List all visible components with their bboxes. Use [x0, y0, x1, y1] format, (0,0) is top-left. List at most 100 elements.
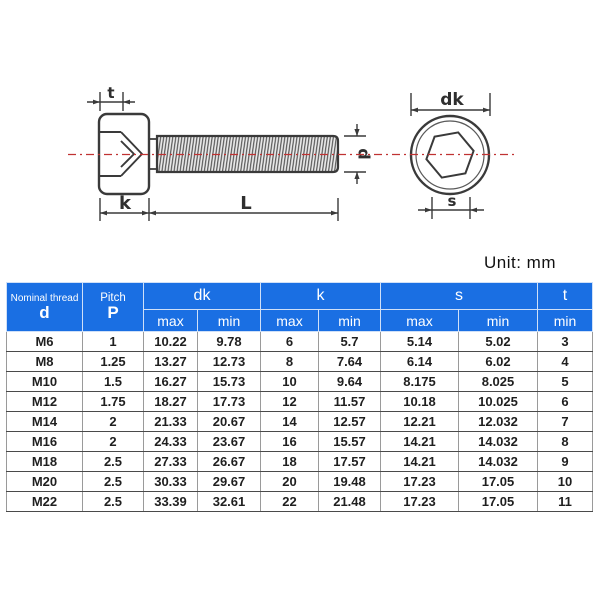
table-row: M16 2 24.33 23.67 16 15.57 14.21 14.032 8	[6, 431, 593, 452]
dim-label-k: k	[119, 193, 132, 214]
table-cell: 2.5	[82, 471, 144, 492]
table-cell: 12.57	[318, 411, 381, 432]
table-cell: 22	[260, 491, 319, 512]
table-cell: M16	[6, 431, 83, 452]
table-header-row-1: Nominal thread d Pitch P dk k s t	[6, 282, 593, 332]
unit-label: Unit: mm	[484, 253, 556, 272]
screw-thread	[155, 134, 340, 174]
header-group-t: t	[537, 282, 593, 310]
dimension-table: Nominal thread d Pitch P dk k s t max mi…	[6, 282, 593, 512]
table-row: M22 2.5 33.39 32.61 22 21.48 17.23 17.05 11	[6, 491, 593, 512]
header-group-s: s	[380, 282, 538, 310]
table-cell: 10.025	[458, 391, 538, 412]
header-group-dk: dk	[143, 282, 261, 310]
table-cell: 14	[260, 411, 319, 432]
header-dk-min: min	[197, 309, 261, 332]
table-cell: 17.05	[458, 471, 538, 492]
table-cell: 9.78	[197, 331, 261, 352]
table-cell: 14.032	[458, 451, 538, 472]
table-cell: M14	[6, 411, 83, 432]
table-cell: M22	[6, 491, 83, 512]
table-cell: 14.21	[380, 431, 459, 452]
table-cell: 2.5	[82, 451, 144, 472]
dim-d	[344, 124, 366, 184]
table-row: M18 2.5 27.33 26.67 18 17.57 14.21 14.032 9	[6, 451, 593, 472]
table-cell: 15.73	[197, 371, 261, 392]
table-body: M6 1 10.22 9.78 6 5.7 5.14 5.02 3 M8 1.25 13.27 12.7…	[6, 331, 593, 512]
table-cell: 27.33	[143, 451, 198, 472]
table-cell: 20	[260, 471, 319, 492]
header-pitch: Pitch P	[82, 282, 144, 332]
table-cell: 12.21	[380, 411, 459, 432]
table-cell: 8.175	[380, 371, 459, 392]
table-cell: M6	[6, 331, 83, 352]
dim-label-s: s	[448, 192, 457, 210]
table-cell: 2.5	[82, 491, 144, 512]
table-cell: 9	[537, 451, 593, 472]
table-cell: 4	[537, 351, 593, 372]
table-cell: M8	[6, 351, 83, 372]
table-cell: 24.33	[143, 431, 198, 452]
table-cell: 1.5	[82, 371, 144, 392]
table-cell: 18.27	[143, 391, 198, 412]
table-cell: 15.57	[318, 431, 381, 452]
header-k-min: min	[318, 309, 381, 332]
dim-s	[418, 197, 484, 219]
table-row: M6 1 10.22 9.78 6 5.7 5.14 5.02 3	[6, 331, 593, 352]
table-cell: 17.23	[380, 491, 459, 512]
dim-label-L: L	[240, 193, 251, 214]
table-cell: M20	[6, 471, 83, 492]
table-row: M10 1.5 16.27 15.73 10 9.64 8.175 8.025 5	[6, 371, 593, 392]
table-cell: 2	[82, 431, 144, 452]
table-cell: 1.75	[82, 391, 144, 412]
header-group-k: k	[260, 282, 381, 310]
header-s-min: min	[458, 309, 538, 332]
screw-neck	[149, 138, 157, 170]
table-row: M14 2 21.33 20.67 14 12.57 12.21 12.032 7	[6, 411, 593, 432]
table-cell: 21.48	[318, 491, 381, 512]
header-nominal-thread: Nominal thread d	[6, 282, 83, 332]
table-cell: 13.27	[143, 351, 198, 372]
table-cell: 8	[537, 431, 593, 452]
dim-label-t: t	[107, 84, 114, 102]
table-cell: 12	[260, 391, 319, 412]
table-cell: 14.032	[458, 431, 538, 452]
table-row: M8 1.25 13.27 12.73 8 7.64 6.14 6.02 4	[6, 351, 593, 372]
header-d-symbol: d	[39, 302, 50, 322]
table-cell: 6.02	[458, 351, 538, 372]
table-cell: 33.39	[143, 491, 198, 512]
dim-k	[99, 198, 150, 221]
table-cell: M12	[6, 391, 83, 412]
table-cell: 10.18	[380, 391, 459, 412]
screw-diagram: t k L d dk	[68, 84, 518, 221]
table-cell: 10	[260, 371, 319, 392]
header-p-symbol: P	[107, 303, 119, 322]
table-cell: 26.67	[197, 451, 261, 472]
table-cell: 11.57	[318, 391, 381, 412]
header-nominal-thread-label: Nominal thread	[10, 292, 79, 304]
header-s-max: max	[380, 309, 459, 332]
header-t-min: min	[537, 309, 593, 332]
table-cell: 7.64	[318, 351, 381, 372]
table-cell: 5.14	[380, 331, 459, 352]
table-header-row-2: max min max min max min min	[7, 309, 593, 332]
table-cell: 17.73	[197, 391, 261, 412]
table-cell: 7	[537, 411, 593, 432]
table-cell: 11	[537, 491, 593, 512]
table-cell: 30.33	[143, 471, 198, 492]
table-cell: 19.48	[318, 471, 381, 492]
table-cell: 12.73	[197, 351, 261, 372]
table-cell: 17.05	[458, 491, 538, 512]
dim-L	[149, 198, 339, 221]
table-cell: 1	[82, 331, 144, 352]
header-dk-max: max	[143, 309, 198, 332]
dim-t	[87, 92, 135, 111]
table-cell: 6	[537, 391, 593, 412]
table-cell: 5	[537, 371, 593, 392]
table-row: M12 1.75 18.27 17.73 12 11.57 10.18 10.025 6	[6, 391, 593, 412]
table-cell: 23.67	[197, 431, 261, 452]
table-cell: M10	[6, 371, 83, 392]
table-cell: 16	[260, 431, 319, 452]
dim-label-dk: dk	[440, 90, 464, 110]
table-cell: 20.67	[197, 411, 261, 432]
